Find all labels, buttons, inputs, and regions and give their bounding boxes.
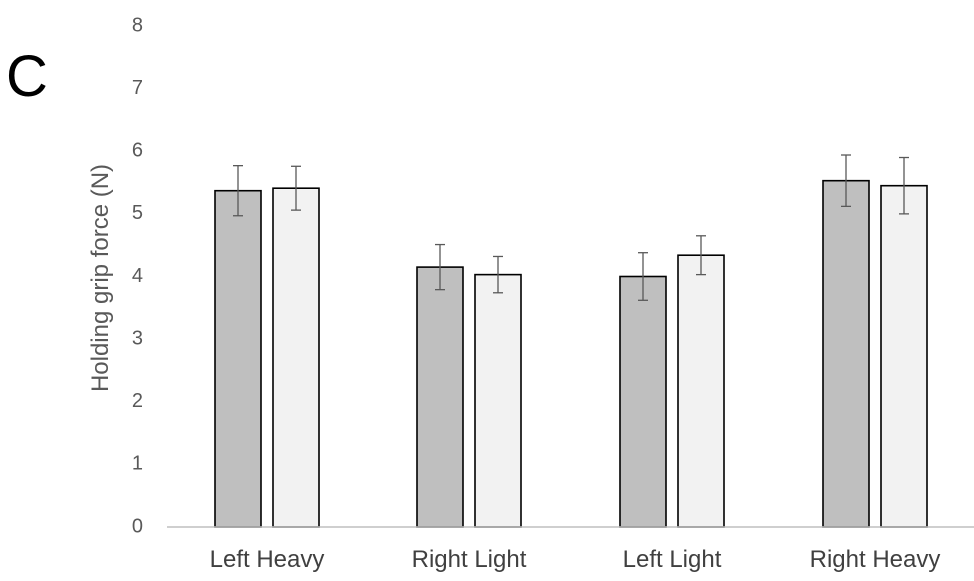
x-tick-label: Right Heavy <box>810 546 941 573</box>
y-tick-label: 6 <box>132 140 143 162</box>
error-bar <box>638 252 648 301</box>
error-bar <box>493 255 503 294</box>
bar-series2-right-light <box>474 273 522 528</box>
bar-series2-left-light <box>677 254 725 528</box>
error-bar <box>435 243 445 291</box>
bar-series1-left-heavy <box>214 189 262 528</box>
y-tick-label: 3 <box>132 327 143 349</box>
bars-group <box>214 179 928 528</box>
x-axis-labels: Left Heavy Right Light Left Light Right Hea… <box>210 546 941 573</box>
error-bar <box>899 156 909 215</box>
y-tick-label: 4 <box>132 265 143 287</box>
bar-series1-left-light <box>619 275 667 528</box>
x-tick-label: Left Light <box>623 546 722 573</box>
bar-series2-right-heavy <box>880 184 928 528</box>
y-tick-label: 8 <box>132 14 143 36</box>
y-axis-title: Holding grip force (N) <box>87 164 114 392</box>
error-bar <box>841 154 851 208</box>
error-bars-group <box>233 154 909 301</box>
y-tick-label: 1 <box>132 453 143 475</box>
y-tick-label: 2 <box>132 390 143 412</box>
bar-series2-left-heavy <box>272 187 320 528</box>
error-bar <box>291 165 301 211</box>
y-tick-label: 7 <box>132 77 143 99</box>
bar-series1-right-heavy <box>822 179 870 528</box>
y-tick-label: 0 <box>132 515 143 537</box>
x-tick-label: Left Heavy <box>210 546 325 573</box>
panel-label: C <box>6 44 48 109</box>
error-bar <box>696 235 706 276</box>
error-bar <box>233 165 243 217</box>
x-tick-label: Right Light <box>412 546 527 573</box>
y-axis-ticks: 0 1 2 3 4 5 6 7 8 <box>132 14 143 537</box>
y-tick-label: 5 <box>132 202 143 224</box>
bar-series1-right-light <box>416 266 464 528</box>
